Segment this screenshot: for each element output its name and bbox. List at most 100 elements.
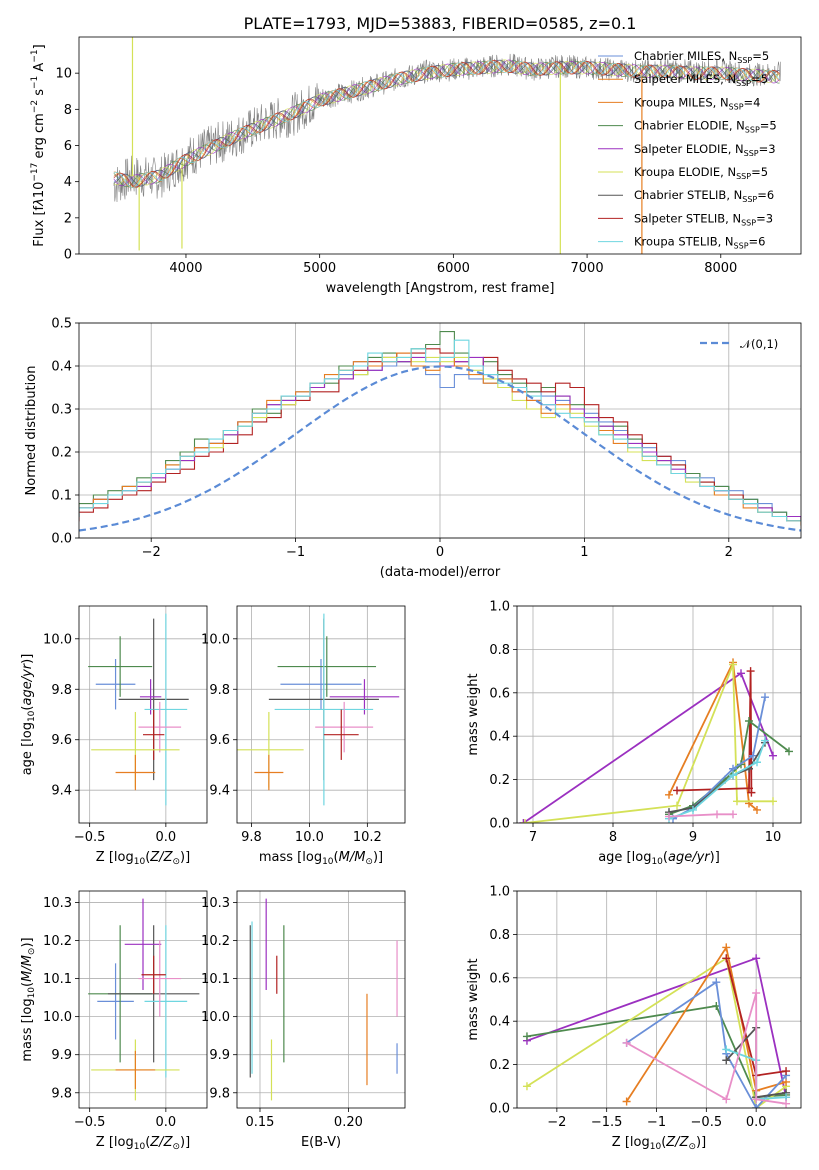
axes-residuals: −2 −1 0 1 2 0.0 0.1 0.2 0.3 0.4 0.5	[51, 317, 801, 560]
y-axis-label: Normed distribution	[24, 366, 39, 496]
y-tick-label: 0.2	[489, 1058, 510, 1073]
x-axis-label: Z [log10(Z/Z⊙)]	[96, 850, 190, 867]
y-tick-label: 9.9	[209, 1048, 230, 1063]
weight-marker	[722, 1045, 731, 1054]
plot-area-weight_vs_Z	[522, 943, 791, 1108]
y-tick-label: 9.4	[51, 784, 72, 799]
y-tick-label: 8	[64, 103, 72, 118]
model-spectrum-line	[113, 59, 780, 186]
plot-area-residuals	[79, 331, 801, 532]
y-tick-label: 10.2	[201, 934, 230, 949]
axes-age_vs_mass: 9.8 10.0 10.2 9.4 9.6 9.8 10.0	[201, 606, 405, 845]
weight-marker	[752, 954, 761, 963]
weight-marker	[722, 1095, 731, 1104]
page-title: PLATE=1793, MJD=53883, FIBERID=0585, z=0…	[244, 14, 637, 33]
legend-label: Kroupa STELIB, NSSP=6	[634, 235, 765, 251]
x-tick-label: 0.0	[156, 1115, 177, 1130]
weight-marker	[769, 751, 777, 760]
x-axis-label: mass [log10(M/M⊙)]	[259, 850, 383, 867]
axes-age_vs_Z: −0.5 0.0 9.4 9.6 9.8 10.0	[43, 606, 207, 845]
y-tick-label: 0.4	[51, 360, 72, 375]
axes-mass_vs_Z: −0.5 0.0 9.8 9.9 10.0 10.1 10.2 10.3	[43, 891, 207, 1130]
x-axis-label: age [log10(age/yr)]	[598, 850, 720, 867]
axes-weight_vs_age: 7 8 9 10 0.0 0.2 0.4 0.6 0.8 1.0	[489, 600, 801, 845]
weight-marker	[745, 784, 753, 793]
x-axis-label: wavelength [Angstrom, rest frame]	[326, 281, 555, 296]
y-axis-label: mass weight	[466, 673, 481, 755]
legend-label: Chabrier MILES, NSSP=5	[634, 49, 769, 65]
weight-marker	[729, 771, 737, 780]
y-tick-label: 0.3	[51, 403, 72, 418]
y-tick-label: 4	[64, 175, 72, 190]
plot-area-mass_vs_Z	[88, 898, 200, 1101]
axes-frame	[78, 322, 802, 539]
weight-marker	[689, 805, 697, 814]
y-tick-label: 9.8	[209, 1086, 230, 1101]
weight-marker	[753, 805, 761, 814]
weight-marker	[722, 954, 731, 963]
y-tick-label: 0.4	[489, 1015, 510, 1030]
y-tick-label: 9.8	[51, 683, 72, 698]
weight-marker	[752, 988, 761, 997]
x-tick-label: 7000	[571, 261, 604, 276]
weight-marker	[752, 1095, 761, 1104]
weight-marker	[673, 786, 681, 795]
x-tick-label: 5000	[303, 261, 336, 276]
legend-label: Chabrier ELODIE, NSSP=5	[634, 119, 777, 135]
y-tick-label: 10	[55, 67, 72, 82]
x-tick-label: 6000	[437, 261, 470, 276]
weight-marker	[749, 751, 757, 760]
weight-marker	[782, 1067, 791, 1076]
axes-frame	[516, 890, 802, 1109]
y-tick-label: 10.3	[43, 896, 72, 911]
weight-marker	[752, 1104, 761, 1108]
weight-marker	[761, 736, 769, 745]
y-tick-label: 0.5	[51, 317, 72, 332]
y-axis-label: mass [log10(M/M⊙)]	[20, 937, 37, 1061]
x-axis-label: (data-model)/error	[380, 565, 501, 580]
legend-label: Chabrier STELIB, NSSP=6	[634, 188, 774, 204]
y-tick-label: 0.2	[51, 446, 72, 461]
histogram-step	[79, 339, 801, 522]
x-tick-label: 0.20	[334, 1115, 363, 1130]
y-tick-label: 0.0	[489, 1102, 510, 1117]
x-axis-label: Z [log10(Z/Z⊙)]	[612, 1135, 706, 1152]
y-tick-label: 10.0	[43, 1010, 72, 1025]
axes-frame	[78, 605, 208, 824]
y-tick-label: 0.1	[51, 489, 72, 504]
y-tick-label: 10.0	[43, 632, 72, 647]
x-tick-label: 7	[529, 830, 537, 845]
y-tick-label: 9.8	[51, 1086, 72, 1101]
x-tick-label: 9.8	[241, 830, 262, 845]
plot-area-spectrum	[113, 37, 781, 254]
x-tick-label: 10	[765, 830, 782, 845]
y-tick-label: 9.8	[209, 683, 230, 698]
y-tick-label: 0.6	[489, 971, 510, 986]
legend-normal-label: 𝒩(0,1)	[740, 337, 778, 351]
weight-line	[526, 956, 787, 1108]
histogram-step	[79, 348, 801, 522]
y-tick-label: 0	[64, 248, 72, 263]
x-tick-label: 8000	[704, 261, 737, 276]
axes-frame	[78, 36, 802, 255]
weight-marker	[733, 797, 741, 806]
x-tick-label: −0.5	[74, 830, 106, 845]
model-spectrum-line	[113, 59, 780, 187]
x-tick-label: 10.0	[295, 830, 324, 845]
weight-marker	[521, 819, 529, 823]
y-axis-label: age [log10(age/yr)]	[20, 654, 37, 776]
legend: Chabrier MILES, NSSP=5 Salpeter MILES, NS…	[598, 49, 777, 251]
weight-line	[668, 659, 758, 811]
y-tick-label: 10.1	[201, 972, 230, 987]
y-tick-label: 0.0	[51, 532, 72, 547]
x-tick-label: 1	[580, 545, 588, 560]
x-tick-label: 4000	[169, 261, 202, 276]
y-tick-label: 0.2	[489, 773, 510, 788]
x-tick-label: 0.0	[156, 830, 177, 845]
plot-area-age_vs_Z	[88, 613, 189, 806]
weight-line	[668, 719, 790, 816]
x-tick-label: 0.15	[246, 1115, 275, 1130]
axes-frame	[236, 890, 406, 1109]
plot-area-weight_vs_age	[519, 658, 793, 823]
